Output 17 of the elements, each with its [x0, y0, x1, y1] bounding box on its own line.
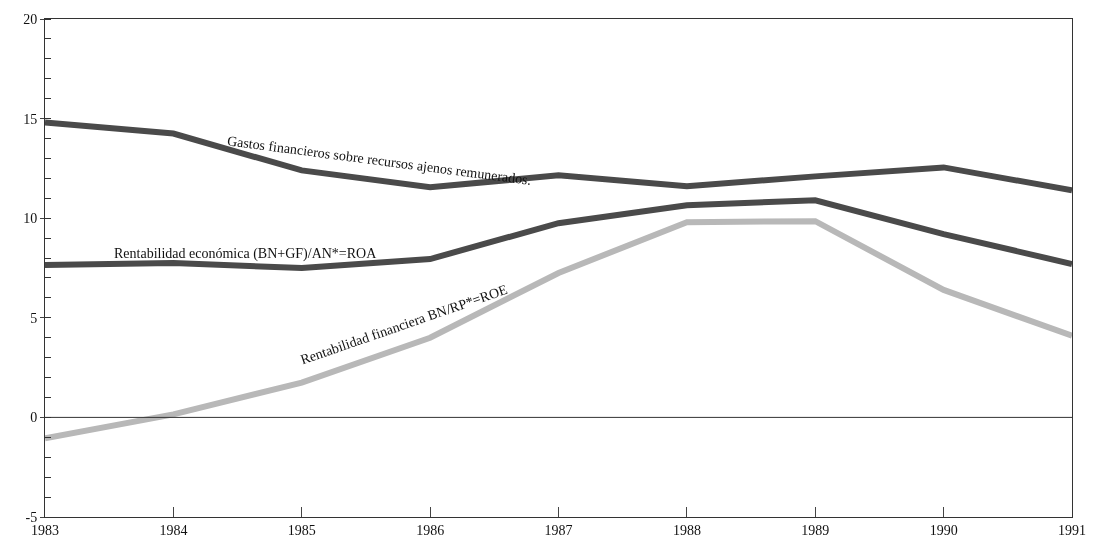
x-tick-label: 1991 — [1058, 522, 1086, 538]
y-tick-label: 20 — [23, 11, 38, 27]
x-tick-label: 1988 — [672, 522, 701, 538]
text: Gastos financieros sobre recursos ajenos remunerados. — [226, 133, 533, 188]
x-tick-label: 1987 — [544, 522, 573, 538]
x-tick-label: 1986 — [416, 522, 445, 538]
series-label: Rentabilidad económica (BN+GF)/AN*=ROA — [114, 246, 378, 262]
y-tick-label: 0 — [30, 410, 38, 426]
x-tick-label: 1985 — [287, 522, 316, 538]
x-tick-label: 1990 — [929, 522, 958, 538]
x-tick-label: 1989 — [801, 522, 830, 538]
y-tick-label: 10 — [23, 211, 38, 227]
y-tick-label: 15 — [23, 111, 38, 127]
x-tick-label: 1984 — [159, 522, 188, 538]
x-tick-label: 1983 — [31, 522, 59, 538]
y-tick-label: 5 — [30, 310, 38, 326]
y-tick-label: -5 — [25, 509, 38, 525]
